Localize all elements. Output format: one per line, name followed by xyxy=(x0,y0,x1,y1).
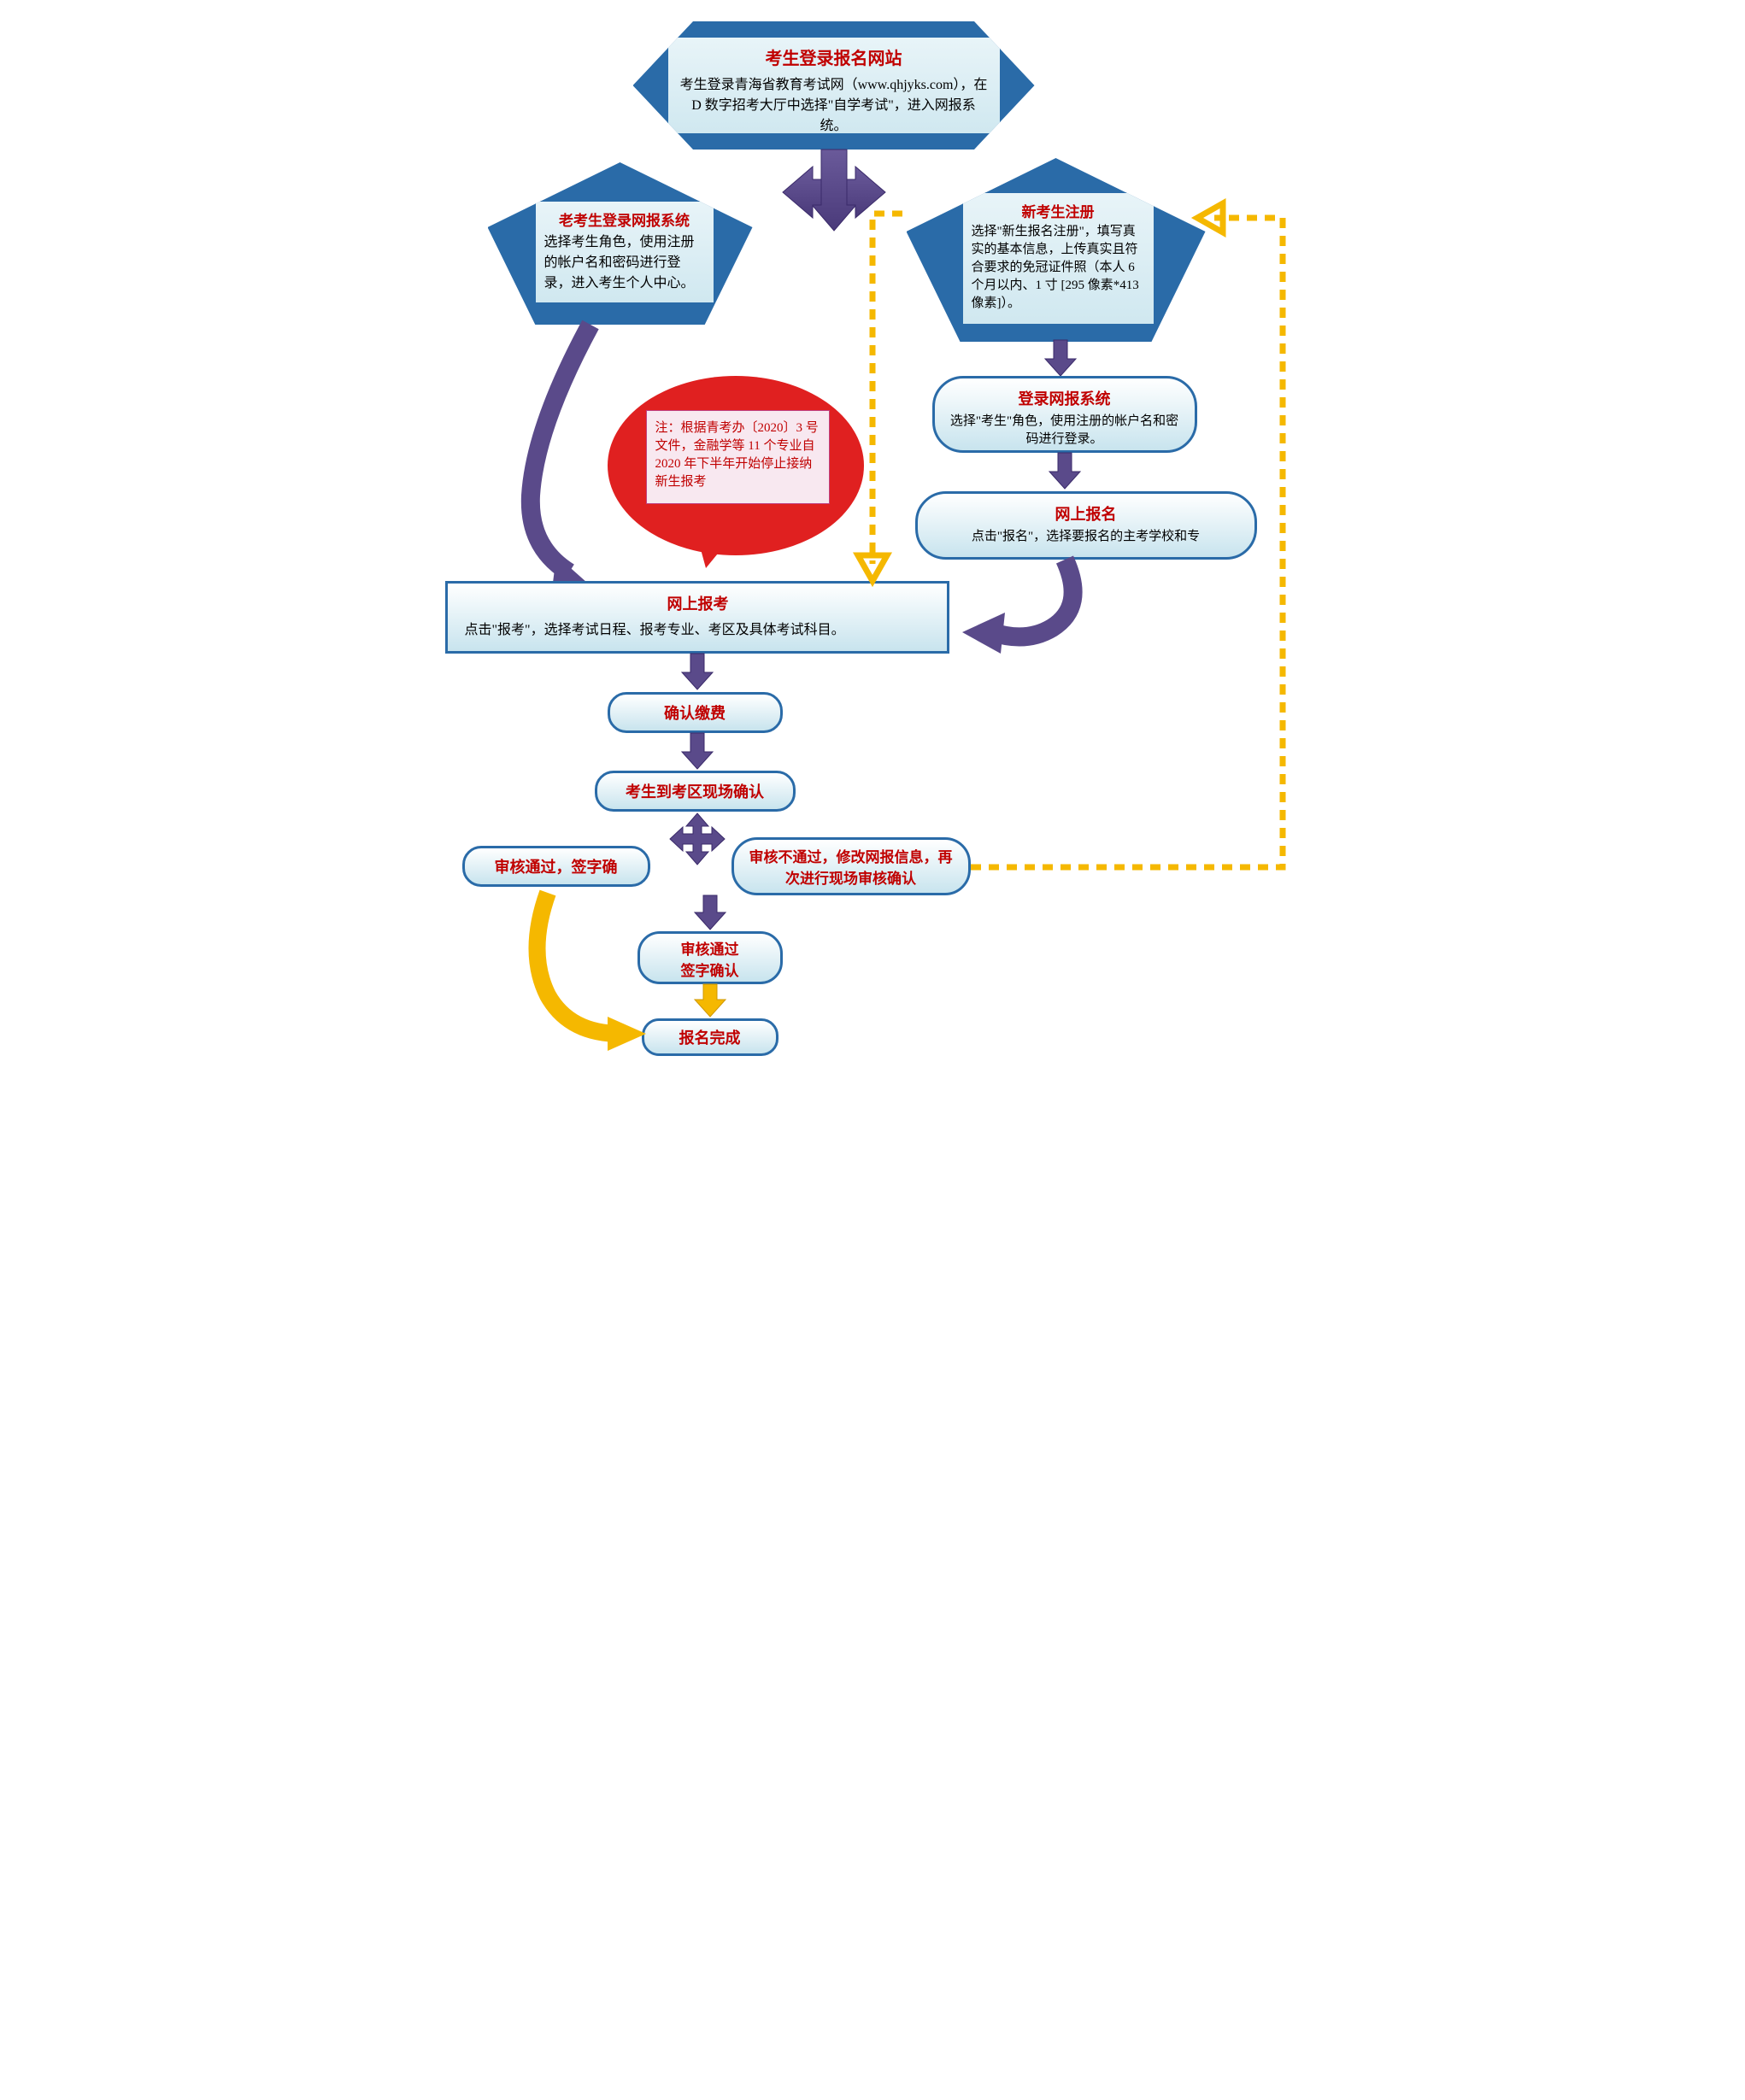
flowchart-canvas: 考生登录报名网站 考生登录青海省教育考试网（www.qhjyks.com），在 … xyxy=(437,17,1309,1067)
dashed-loop-n10-n3 xyxy=(437,17,1309,1067)
